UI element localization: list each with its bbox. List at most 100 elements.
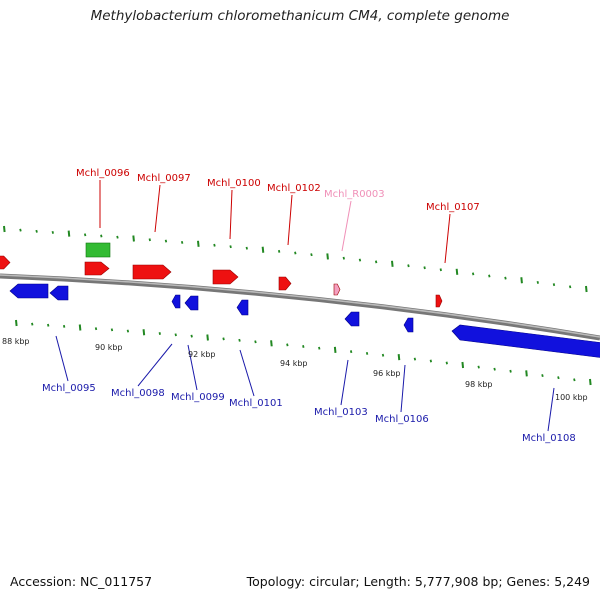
gene-arrow-mchl-0097 [132,264,172,280]
gene-arrow-forward [0,255,11,270]
scale-tick [509,369,512,373]
scale-tick [148,238,151,242]
label-leader-line [137,343,173,387]
gene-label: Mchl_0096 [76,168,130,179]
scale-tick [471,272,475,276]
scale-tick [326,253,329,260]
scale-tick [585,285,588,293]
gene-label: Mchl_0102 [267,183,321,194]
scale-tick [488,274,491,278]
scale-tick [158,332,161,335]
scale-tick [525,370,528,377]
scale-tick [190,334,193,338]
gene-arrow-mchl-0098 [171,294,181,309]
gene-label: Mchl_0107 [426,202,480,213]
gene-label: Mchl_0108 [522,433,576,444]
scale-tick [222,337,225,341]
scale-tick [67,230,71,237]
gene-label: Mchl_0106 [375,414,429,425]
label-leader-line [340,359,349,406]
scale-tick [19,228,22,232]
scale-tick [51,230,54,234]
scale-label: 100 kbp [555,393,588,402]
scale-tick [568,285,572,289]
gene-label: Mchl_0097 [137,173,191,184]
scale-tick [318,346,321,350]
scale-tick [374,260,378,264]
gene-arrow-mchl-0106 [403,317,414,333]
label-leader-line [154,184,161,233]
gene-arrow-mchl-0103 [344,311,360,327]
label-leader-line [444,213,451,264]
scale-tick [413,357,417,361]
scale-tick [589,378,592,386]
scale-tick [573,378,576,382]
scale-tick [116,235,119,239]
accession-text: Accession: NC_011757 [10,574,153,589]
scale-tick [15,319,18,327]
scale-tick [541,374,544,377]
gene-arrow-mchl-0107 [435,294,443,308]
scale-tick [333,346,337,353]
scale-tick [254,340,257,344]
label-leaders [55,180,555,432]
genome-backbone [0,273,600,341]
inner-tick-ring [15,319,592,386]
scale-label-layer: 88 kbp 90 kbp 92 kbp 94 kbp 96 kbp 98 kbp 100 … [2,337,588,402]
gene-label: Mchl_0101 [229,398,283,409]
gene-label: Mchl_0095 [42,383,96,394]
scale-tick [261,246,265,253]
scale-tick [31,322,34,326]
scale-tick [35,229,38,233]
scale-tick [397,354,401,361]
gene-arrow-mchl-0100 [212,269,239,285]
feature-box-green [85,242,111,258]
gene-label: Mchl_0099 [171,392,225,403]
scale-tick [423,266,426,270]
outer-tick-ring [3,225,588,293]
scale-tick [83,233,87,237]
label-leader-line [239,349,255,397]
scale-tick [245,246,248,250]
scale-tick [100,234,103,238]
scale-tick [270,340,273,347]
scale-tick [391,260,394,267]
backbone-highlight [0,274,600,338]
label-leader-line [287,194,293,246]
scale-tick [493,367,496,371]
gene-label: Mchl_0100 [207,178,261,189]
scale-tick [180,240,184,244]
scale-label: 98 kbp [465,380,493,389]
scale-tick [213,243,216,247]
genome-title: Methylobacterium chloromethanicum CM4, c… [90,8,510,24]
gene-arrow-mchl-0108 [451,324,600,358]
gene-arrow-reverse [49,285,69,301]
gene-arrow-mchl-0096 [84,261,110,276]
scale-tick [132,235,135,242]
scale-tick [47,323,50,327]
scale-label: 92 kbp [188,350,216,359]
scale-tick [164,239,168,243]
scale-tick [429,359,433,363]
label-leader-line [229,189,233,240]
scale-label: 96 kbp [373,369,401,378]
scale-tick [3,225,6,233]
scale-tick [349,350,353,354]
gene-arrow-mchl-0095 [9,283,49,299]
gene-arrow-mchl-r0003 [333,283,341,296]
feature-track [0,242,600,358]
scale-label: 94 kbp [280,359,308,368]
gene-label-layer: Mchl_0096 Mchl_0097 Mchl_0100 Mchl_0102 Mchl… [42,168,576,444]
scale-tick [536,280,539,284]
scale-tick [126,329,130,333]
scale-tick [407,264,410,268]
scale-tick [455,268,459,275]
scale-tick [62,324,66,328]
scale-tick [504,276,507,280]
scale-tick [110,328,114,332]
scale-tick [461,361,465,369]
scale-tick [197,240,200,247]
scale-label: 88 kbp [2,337,30,346]
scale-tick [365,351,369,355]
